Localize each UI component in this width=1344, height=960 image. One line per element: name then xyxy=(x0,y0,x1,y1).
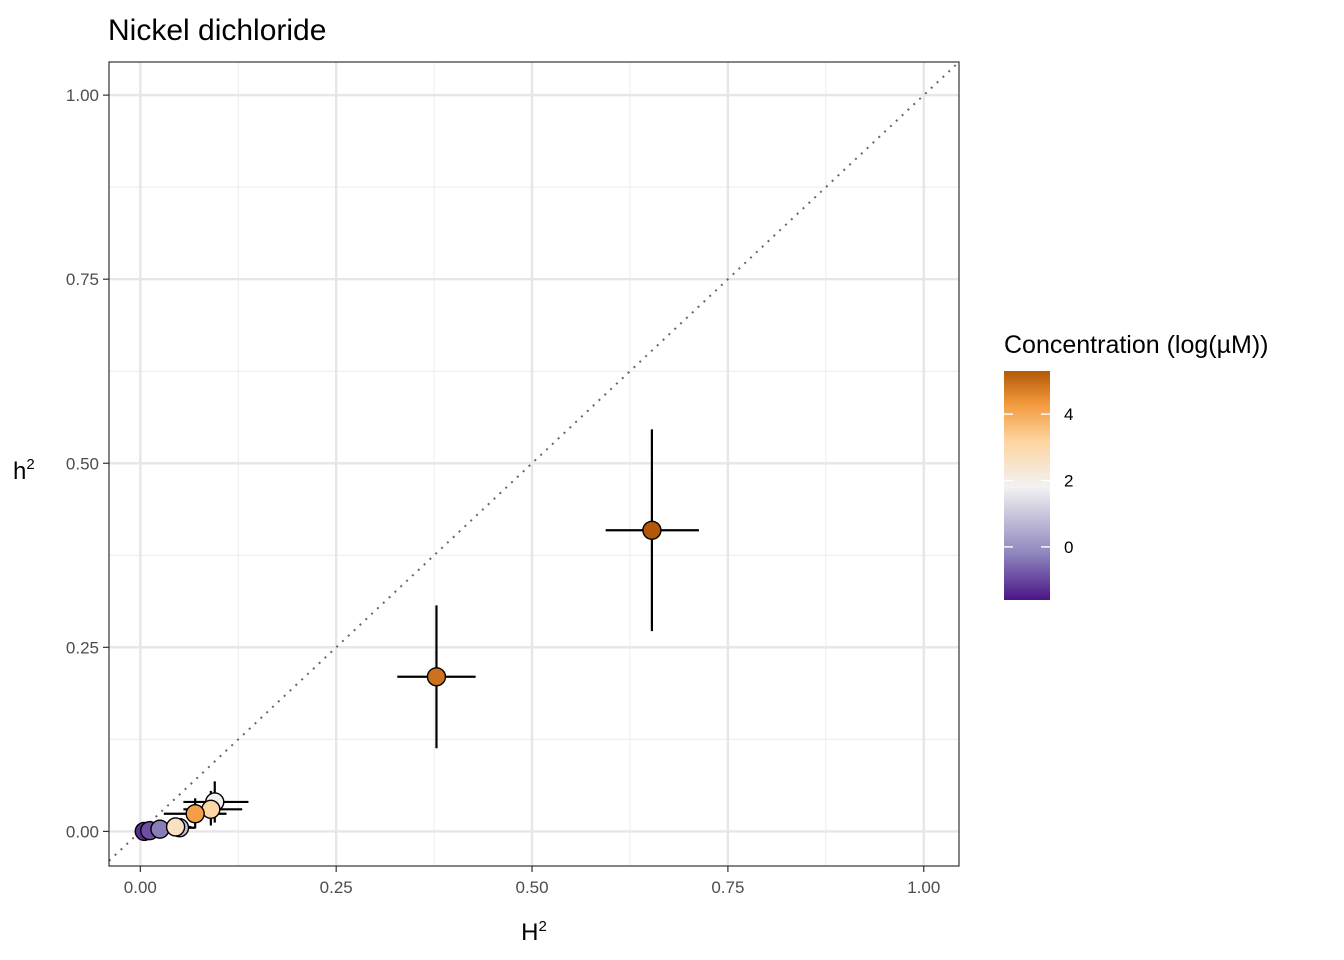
grid xyxy=(109,62,959,866)
x-tick-label: 1.00 xyxy=(907,878,940,897)
y-axis-title-superscript: 2 xyxy=(26,456,34,473)
data-point xyxy=(185,804,205,824)
legend-colorbar xyxy=(1004,371,1050,600)
x-tick-label: 0.25 xyxy=(320,878,353,897)
data-point xyxy=(642,520,662,540)
y-tick-label: 0.00 xyxy=(66,822,99,841)
y-axis-ticks: 0.00 0.25 0.50 0.75 1.00 xyxy=(66,86,109,841)
x-tick-label: 0.75 xyxy=(711,878,744,897)
x-tick-label: 0.50 xyxy=(515,878,548,897)
data-points xyxy=(134,520,662,842)
y-axis-title-base: h xyxy=(13,458,26,485)
y-tick-label: 0.25 xyxy=(66,638,99,657)
data-point xyxy=(426,667,447,687)
legend-tick-label: 0 xyxy=(1064,538,1073,557)
x-axis-title-base: H xyxy=(521,919,538,946)
legend-tick-label: 4 xyxy=(1064,405,1073,424)
y-tick-label: 1.00 xyxy=(66,86,99,105)
legend-ticks: 0 2 4 xyxy=(1004,405,1073,557)
x-axis-title-superscript: 2 xyxy=(539,918,547,935)
y-tick-label: 0.75 xyxy=(66,270,99,289)
y-tick-label: 0.50 xyxy=(66,454,99,473)
legend-tick-label: 2 xyxy=(1064,472,1073,491)
color-legend: Concentration (log(µM)) 0 2 4 xyxy=(1004,331,1269,600)
plot-panel-border xyxy=(108,61,960,867)
x-axis-title: H2 xyxy=(521,918,547,946)
data-point xyxy=(165,817,186,837)
error-bars xyxy=(140,429,699,833)
legend-title: Concentration (log(µM)) xyxy=(1004,331,1269,359)
x-axis-ticks: 0.00 0.25 0.50 0.75 1.00 xyxy=(124,866,940,897)
y-axis-title: h2 xyxy=(13,456,35,485)
x-tick-label: 0.00 xyxy=(124,878,157,897)
chart-title: Nickel dichloride xyxy=(108,14,326,47)
identity-reference-line xyxy=(108,61,960,862)
